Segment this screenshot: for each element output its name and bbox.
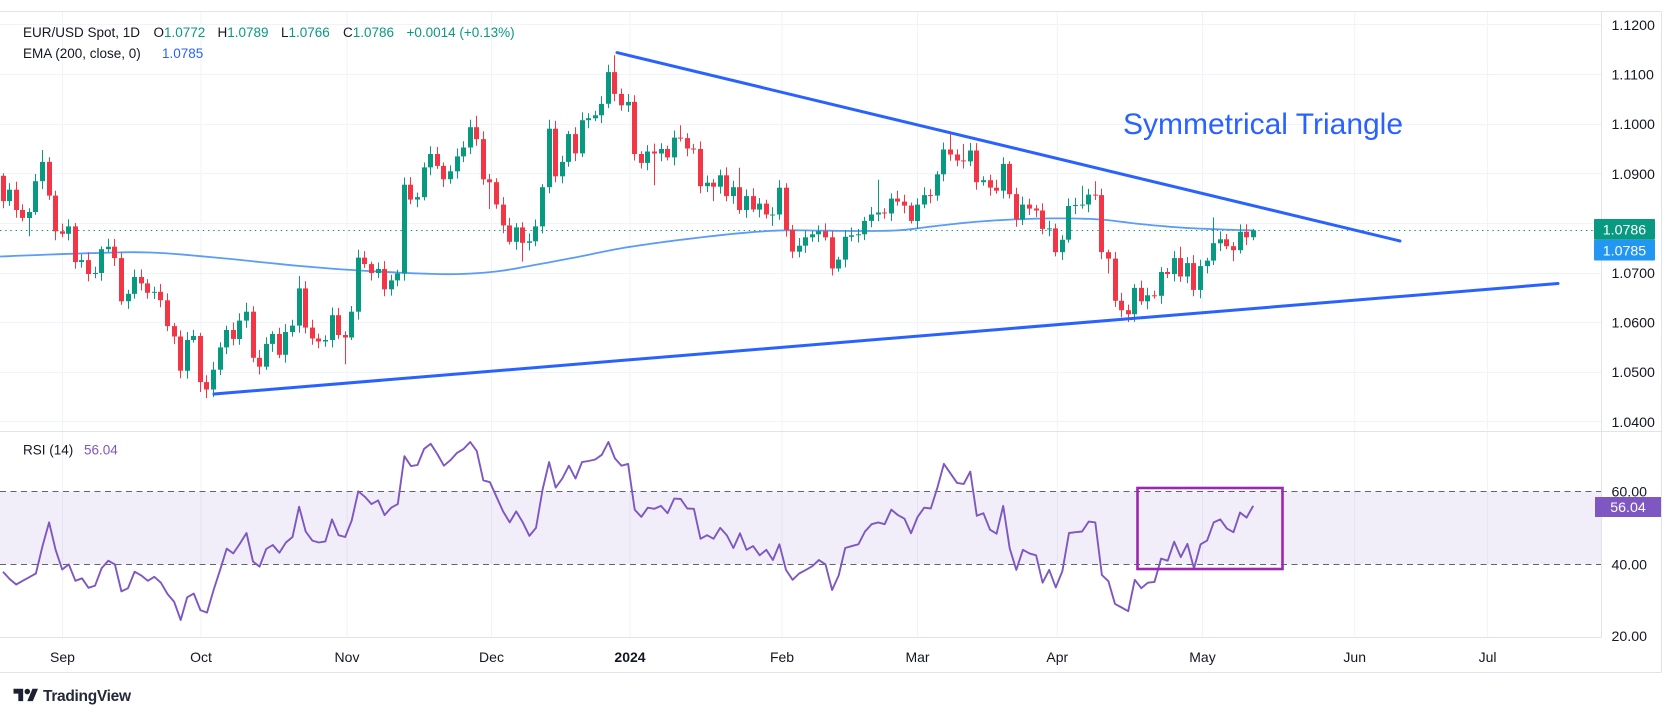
svg-text:2024: 2024 xyxy=(614,649,645,665)
svg-text:20.00: 20.00 xyxy=(1612,629,1648,645)
svg-text:Jul: Jul xyxy=(1479,649,1497,665)
svg-text:1.0785: 1.0785 xyxy=(1603,244,1647,260)
svg-text:1.1100: 1.1100 xyxy=(1612,68,1654,84)
svg-text:Nov: Nov xyxy=(335,649,360,665)
svg-text:Apr: Apr xyxy=(1046,649,1068,665)
svg-text:Sep: Sep xyxy=(50,649,75,665)
svg-text:1.0786: 1.0786 xyxy=(1603,223,1647,239)
svg-text:TradingView: TradingView xyxy=(43,688,132,705)
svg-text:60.00: 60.00 xyxy=(1612,484,1648,500)
svg-text:Jun: Jun xyxy=(1343,649,1366,665)
svg-text:Dec: Dec xyxy=(479,649,504,665)
svg-text:Symmetrical Triangle: Symmetrical Triangle xyxy=(1123,108,1403,141)
svg-text:1.0900: 1.0900 xyxy=(1612,167,1656,183)
svg-text:1.0500: 1.0500 xyxy=(1612,365,1656,381)
svg-text:May: May xyxy=(1189,649,1215,665)
svg-text:1.0400: 1.0400 xyxy=(1612,415,1656,431)
svg-text:EMA (200, close, 0) 1.0785: EMA (200, close, 0) 1.0785 xyxy=(23,46,203,61)
svg-text:Mar: Mar xyxy=(905,649,929,665)
svg-text:56.04: 56.04 xyxy=(1610,500,1646,516)
svg-text:Feb: Feb xyxy=(770,649,794,665)
svg-text:RSI (14) 56.04: RSI (14) 56.04 xyxy=(23,443,118,458)
svg-text:Oct: Oct xyxy=(190,649,212,665)
svg-text:1.1200: 1.1200 xyxy=(1612,18,1656,34)
svg-text:1.0700: 1.0700 xyxy=(1612,266,1656,282)
svg-text:1.0600: 1.0600 xyxy=(1612,316,1656,332)
svg-text:1.1000: 1.1000 xyxy=(1612,117,1656,133)
svg-text:40.00: 40.00 xyxy=(1612,557,1648,573)
